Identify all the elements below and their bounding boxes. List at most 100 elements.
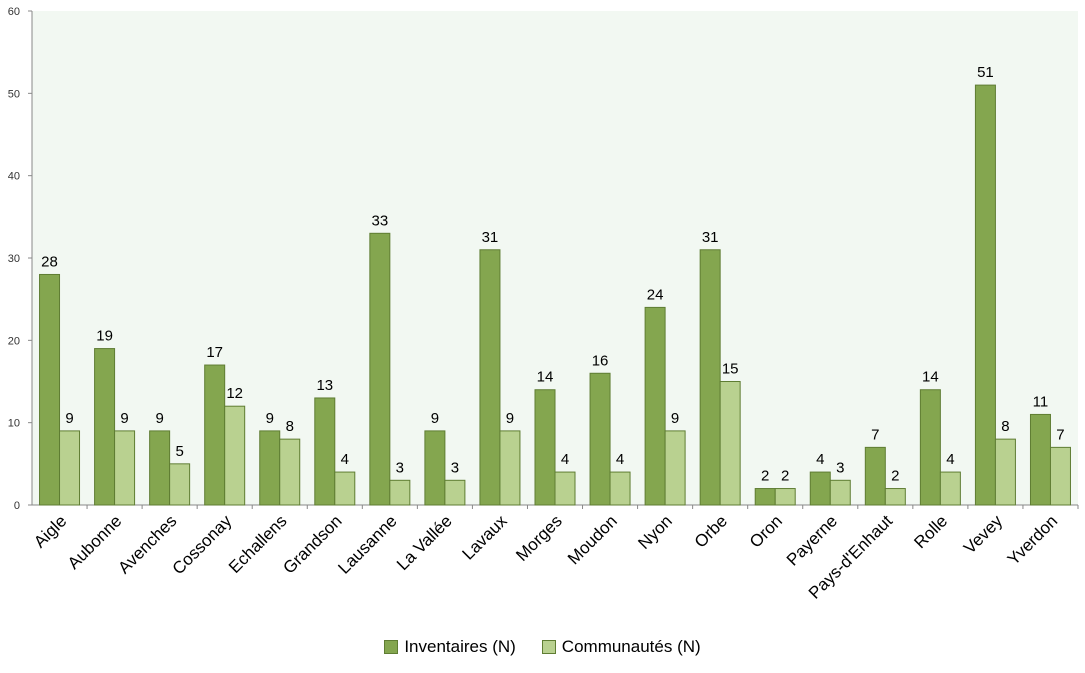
bar [369,232,391,506]
data-label: 9 [431,410,439,427]
bar [589,372,611,506]
data-label: 15 [722,361,739,378]
category-label: Cossonay [169,511,236,578]
bar [94,348,116,506]
data-label: 14 [537,369,554,386]
category-label: Vevey [960,511,1007,558]
bar [919,389,941,506]
data-label: 9 [155,410,163,427]
bar [664,430,686,506]
data-label: 3 [451,459,459,476]
bar [644,306,666,506]
bar [334,471,356,506]
bar [864,446,886,506]
data-label: 4 [816,451,824,468]
data-label: 11 [1033,393,1049,410]
category-label: Moudon [564,511,621,568]
bar [719,381,741,506]
data-label: 4 [616,451,624,468]
data-label: 17 [206,344,223,361]
data-label: 3 [396,459,404,476]
bar [994,438,1016,506]
data-label: 9 [671,410,679,427]
bar [279,438,301,506]
category-label: Rolle [910,511,951,552]
legend: Inventaires (N) Communautés (N) [0,637,1085,657]
category-label: Lavaux [459,511,512,564]
data-label: 4 [561,451,569,468]
data-label: 28 [41,253,58,270]
bar [699,249,721,506]
y-tick-label: 60 [8,6,20,18]
bar [534,389,556,506]
data-label: 9 [120,410,128,427]
data-label: 9 [266,410,274,427]
data-label: 33 [371,212,388,229]
data-label: 8 [1001,418,1009,435]
bar [974,84,996,506]
data-label: 31 [702,229,719,246]
data-label: 16 [592,352,609,369]
bar [59,430,81,506]
bar [499,430,521,506]
category-label: Morges [512,511,566,565]
category-label: Lausanne [334,511,400,577]
bar [39,273,61,506]
bar [169,463,191,506]
category-label: La Vallée [393,511,456,574]
bar [939,471,961,506]
data-label: 19 [96,328,113,345]
bar [1029,413,1051,506]
bar [774,488,796,506]
y-tick-label: 40 [8,171,20,183]
legend-item-inventaires: Inventaires (N) [384,637,516,657]
bar [314,397,336,506]
data-label: 4 [946,451,954,468]
bar [609,471,631,506]
data-label: 4 [341,451,349,468]
bar [1049,446,1071,506]
bar [424,430,446,506]
bar [554,471,576,506]
bar [259,430,281,506]
legend-label-communautes: Communautés (N) [561,637,701,656]
legend-label-inventaires: Inventaires (N) [404,637,516,656]
bar [149,430,171,506]
bar [754,488,776,506]
data-label: 2 [781,468,789,485]
legend-swatch-communautes [541,640,556,654]
bar [224,405,246,506]
data-label: 14 [922,369,939,386]
bar [114,430,136,506]
y-tick-label: 10 [8,418,20,430]
bar [809,471,831,506]
data-label: 5 [175,443,183,460]
category-label: Yverdon [1004,511,1062,569]
data-label: 12 [226,385,243,402]
data-label: 7 [1056,426,1064,443]
bar [829,479,851,506]
data-label: 2 [891,468,899,485]
y-tick-label: 30 [8,253,20,265]
y-tick-label: 0 [14,500,20,512]
data-label: 3 [836,459,844,476]
data-label: 31 [482,229,499,246]
y-tick-label: 50 [8,88,20,100]
data-label: 13 [316,377,333,394]
legend-item-communautes: Communautés (N) [541,637,701,657]
data-label: 7 [871,426,879,443]
data-label: 2 [761,468,769,485]
bar [479,249,501,506]
bar [884,488,906,506]
category-label: Echallens [225,511,291,577]
y-tick-label: 20 [8,335,20,347]
bar [389,479,411,506]
bar [444,479,466,506]
data-label: 8 [286,418,294,435]
data-label: 9 [506,410,514,427]
data-label: 24 [647,286,664,303]
category-label: Aigle [30,511,70,551]
legend-swatch-inventaires [384,640,399,654]
category-label: Orbe [691,511,731,551]
